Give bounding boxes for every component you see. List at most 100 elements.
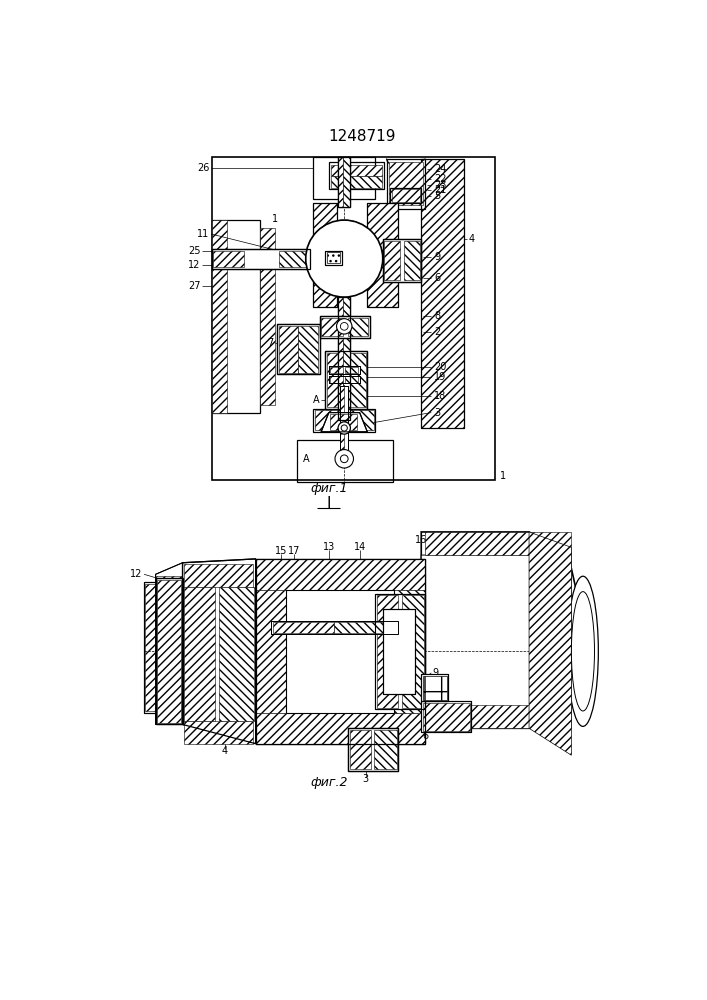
Bar bbox=[256, 590, 286, 713]
Bar bbox=[373, 730, 397, 769]
Bar bbox=[313, 203, 337, 307]
Bar bbox=[327, 252, 340, 263]
Bar bbox=[421, 158, 464, 428]
Bar bbox=[375, 594, 425, 709]
Bar bbox=[327, 353, 344, 407]
Bar bbox=[156, 578, 182, 724]
Bar bbox=[389, 162, 423, 205]
Text: 12: 12 bbox=[188, 260, 200, 270]
Text: 5: 5 bbox=[434, 191, 440, 201]
Bar bbox=[350, 730, 371, 769]
Bar bbox=[529, 532, 571, 728]
Text: 9: 9 bbox=[434, 252, 440, 262]
Bar bbox=[313, 203, 337, 307]
Bar bbox=[338, 157, 344, 207]
Bar bbox=[331, 165, 382, 176]
Bar bbox=[320, 316, 370, 338]
Bar bbox=[321, 318, 343, 336]
Text: 15: 15 bbox=[275, 546, 287, 556]
Text: 24: 24 bbox=[434, 164, 447, 174]
Bar bbox=[387, 158, 425, 209]
Bar bbox=[157, 580, 181, 723]
Bar bbox=[421, 701, 472, 732]
Text: 2: 2 bbox=[434, 327, 440, 337]
Ellipse shape bbox=[568, 576, 598, 726]
Bar bbox=[277, 324, 320, 374]
Bar bbox=[184, 721, 253, 744]
Polygon shape bbox=[529, 532, 571, 755]
Text: 1248719: 1248719 bbox=[328, 129, 396, 144]
Bar bbox=[392, 189, 420, 202]
Text: 27: 27 bbox=[188, 281, 200, 291]
Bar bbox=[212, 249, 310, 269]
Bar bbox=[320, 316, 370, 338]
Bar bbox=[421, 674, 448, 701]
Bar bbox=[256, 713, 425, 744]
Bar bbox=[298, 326, 318, 373]
Bar bbox=[330, 367, 344, 373]
Text: 1: 1 bbox=[272, 214, 278, 224]
Bar bbox=[330, 376, 344, 383]
Bar bbox=[390, 188, 421, 203]
Text: 10: 10 bbox=[433, 686, 445, 696]
Circle shape bbox=[337, 319, 352, 334]
Bar bbox=[425, 705, 529, 728]
Bar bbox=[313, 157, 375, 199]
Bar bbox=[329, 376, 360, 383]
Bar bbox=[212, 249, 310, 269]
Bar bbox=[271, 620, 398, 634]
Text: 3: 3 bbox=[363, 774, 369, 784]
Bar bbox=[345, 376, 358, 383]
Bar bbox=[156, 578, 182, 724]
Bar bbox=[421, 674, 448, 701]
Text: 17: 17 bbox=[288, 546, 300, 556]
Bar bbox=[423, 703, 469, 731]
Bar bbox=[325, 251, 342, 265]
Ellipse shape bbox=[571, 592, 595, 711]
Text: 11: 11 bbox=[197, 229, 209, 239]
Polygon shape bbox=[421, 555, 568, 713]
Text: 26: 26 bbox=[197, 163, 209, 173]
Text: 14: 14 bbox=[354, 542, 366, 552]
Bar bbox=[315, 410, 343, 430]
Bar bbox=[344, 157, 351, 207]
Text: 1: 1 bbox=[500, 471, 506, 481]
Text: 6: 6 bbox=[422, 731, 428, 741]
Bar bbox=[296, 440, 393, 482]
Bar bbox=[329, 366, 360, 374]
Bar bbox=[338, 157, 351, 207]
Bar bbox=[423, 676, 447, 700]
Bar bbox=[331, 176, 382, 188]
Text: фиг.2: фиг.2 bbox=[310, 776, 348, 789]
Bar bbox=[286, 590, 395, 713]
Text: 6: 6 bbox=[434, 273, 440, 283]
Bar bbox=[421, 158, 464, 428]
Bar bbox=[377, 595, 398, 708]
Text: 20: 20 bbox=[434, 362, 447, 372]
Bar bbox=[313, 409, 375, 432]
Bar bbox=[259, 228, 275, 405]
Bar bbox=[325, 351, 368, 409]
Bar bbox=[395, 590, 425, 713]
Text: 8: 8 bbox=[434, 311, 440, 321]
Bar bbox=[347, 410, 373, 430]
Bar bbox=[214, 251, 244, 267]
Text: 18: 18 bbox=[434, 391, 447, 401]
Bar bbox=[338, 297, 344, 420]
Bar bbox=[144, 582, 156, 713]
Bar bbox=[382, 609, 415, 694]
Bar bbox=[385, 241, 399, 280]
Bar bbox=[330, 414, 357, 430]
Text: I: I bbox=[327, 496, 331, 511]
Bar bbox=[375, 594, 425, 709]
Bar bbox=[404, 241, 420, 280]
Text: 9: 9 bbox=[433, 668, 439, 678]
Text: 3: 3 bbox=[434, 408, 440, 418]
Text: 21: 21 bbox=[434, 185, 447, 195]
Bar bbox=[338, 297, 351, 420]
Bar bbox=[382, 609, 415, 694]
Bar bbox=[145, 584, 155, 711]
Bar bbox=[279, 251, 310, 267]
Text: 19: 19 bbox=[434, 372, 447, 382]
Bar bbox=[184, 587, 215, 721]
